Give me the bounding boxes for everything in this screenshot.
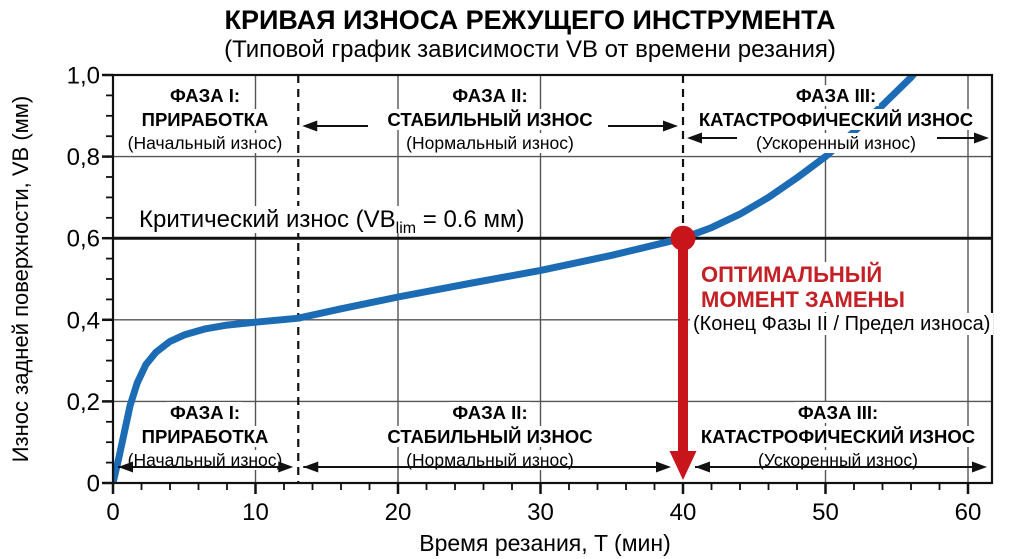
phase3-main: КАТАСТРОФИЧЕСКИЙ ИЗНОС: [695, 108, 977, 130]
phase-arrow-head: [974, 132, 989, 144]
phase-arrow-head: [695, 461, 710, 473]
phase3-sub: (Ускоренный износ): [753, 132, 919, 153]
y-tick-label: 1,0: [67, 63, 100, 90]
replacement-annotation: ОПТИМАЛЬНЫЙ МОМЕНТ ЗАМЕНЫ (Конец Фазы II…: [690, 262, 994, 337]
critical-prefix: Критический износ (VB: [139, 206, 396, 233]
phase-arrow-head: [303, 461, 319, 473]
phase2-main: СТАБИЛЬНЫЙ ИЗНОС: [384, 108, 596, 130]
phase-arrow-head: [656, 461, 671, 473]
replacement-line2: МОМЕНТ ЗАМЕНЫ: [698, 287, 908, 312]
x-tick-label: 60: [955, 499, 982, 526]
x-tick-label: 10: [242, 499, 269, 526]
x-tick-label: 30: [527, 499, 554, 526]
replacement-point-marker: [670, 225, 696, 251]
phase3-label-bottom: ФАЗА III: КАТАСТРОФИЧЕСКИЙ ИЗНОС (Ускоре…: [697, 402, 979, 472]
critical-wear-label: Критический износ (VBlim = 0.6 мм): [136, 206, 528, 238]
phase1-label-bottom: ФАЗА I: ПРИРАБОТКА (Начальный износ): [124, 402, 286, 472]
x-tick-label: 40: [670, 499, 697, 526]
wear-curve: [113, 75, 918, 483]
phase1-label-top: ФАЗА I: ПРИРАБОТКА (Начальный износ): [124, 85, 286, 155]
phase1-name: ФАЗА I:: [166, 85, 244, 106]
critical-subscript: lim: [395, 219, 417, 237]
chart-subtitle: (Типовой график зависимости VB от времен…: [224, 36, 836, 63]
wear-curve-layer: [113, 75, 918, 483]
phase3-name: ФАЗА III:: [792, 85, 880, 106]
replacement-line1: ОПТИМАЛЬНЫЙ: [698, 262, 886, 287]
phase-arrow-head: [663, 120, 678, 132]
x-tick-label: 50: [812, 499, 839, 526]
phase1-main: ПРИРАБОТКА: [138, 108, 272, 130]
phase2-name: ФАЗА II:: [449, 85, 531, 106]
replacement-arrow-head: [669, 451, 697, 480]
x-axis-title: Время резания, T (мин): [419, 530, 670, 556]
phase2-label-top: ФАЗА II: СТАБИЛЬНЫЙ ИЗНОС (Нормальный из…: [384, 85, 596, 155]
phase-arrow-head: [278, 461, 294, 473]
phase-arrow-head: [972, 461, 987, 473]
critical-suffix: = 0.6 мм): [416, 206, 525, 233]
x-tick-label: 0: [106, 499, 119, 526]
phase1-sub: (Начальный износ): [124, 132, 286, 153]
x-tick-label: 20: [385, 499, 412, 526]
phase-arrow-head: [118, 461, 133, 473]
phase-arrow-head: [302, 120, 318, 132]
y-tick-label: 0: [87, 471, 100, 498]
phase2-sub: (Нормальный износ): [403, 132, 577, 153]
phase2-label-bottom: ФАЗА II: СТАБИЛЬНЫЙ ИЗНОС (Нормальный из…: [384, 402, 596, 472]
reference-lines-layer: [113, 75, 992, 483]
y-tick-label: 0,2: [67, 389, 100, 416]
tick-labels-layer: 0 10 20 30 40 50 60 0 0,2 0,4 0,6 0,8 1,0: [67, 63, 982, 527]
phase-arrow-head: [687, 132, 702, 144]
ticks-layer: [102, 73, 970, 494]
chart-title: КРИВАЯ ИЗНОСА РЕЖУЩЕГО ИНСТРУМЕНТА: [224, 5, 836, 35]
y-tick-label: 0,8: [67, 144, 100, 171]
phase3-label-top: ФАЗА III: КАТАСТРОФИЧЕСКИЙ ИЗНОС (Ускоре…: [695, 85, 977, 155]
y-tick-label: 0,4: [67, 307, 100, 334]
replacement-marker-layer: [669, 225, 697, 480]
replacement-line3: (Конец Фазы II / Предел износа): [690, 313, 994, 335]
y-tick-label: 0,6: [67, 226, 100, 253]
phase-arrows-layer: [118, 120, 989, 473]
y-axis-title: Износ задней поверхности, VB (мм): [8, 96, 33, 463]
